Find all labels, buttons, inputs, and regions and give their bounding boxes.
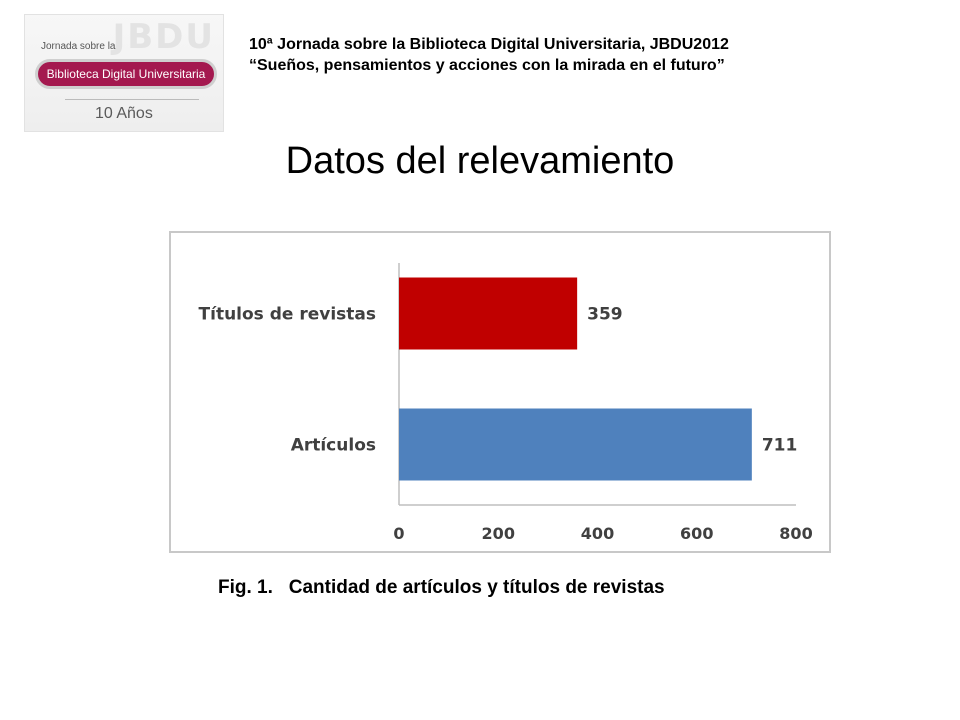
- event-header: 10ª Jornada sobre la Biblioteca Digital …: [249, 34, 729, 76]
- x-tick-label-4: 600: [680, 524, 713, 543]
- header-line-2: “Sueños, pensamientos y acciones con la …: [249, 57, 725, 74]
- data-label-1: 359: [587, 305, 623, 325]
- category-label-2: Artículos: [291, 436, 376, 456]
- x-tick-label-5: 800: [779, 524, 812, 543]
- chart-frame: Títulos de revistas 359 Artículos 711 0 200 40…: [169, 231, 831, 553]
- x-tick-label-1: 0: [393, 524, 404, 543]
- slide-title: Datos del relevamiento: [285, 140, 675, 182]
- logo-top-text: Jornada sobre la: [41, 41, 116, 52]
- figure-caption: Fig. 1. Cantidad de artículos y títulos …: [218, 577, 665, 598]
- logo-divider: [65, 99, 199, 100]
- x-tick-label-3: 400: [581, 524, 614, 543]
- header-line-1: 10ª Jornada sobre la Biblioteca Digital …: [249, 36, 729, 53]
- bar-1: [399, 277, 578, 350]
- x-tick-label-2: 200: [482, 524, 515, 543]
- event-logo: JBDU Jornada sobre la Biblioteca Digital…: [24, 14, 224, 132]
- data-label-2: 711: [762, 436, 798, 456]
- logo-pill: Biblioteca Digital Universitaria: [35, 59, 217, 89]
- bar-2: [399, 408, 752, 481]
- bar-chart: Títulos de revistas 359 Artículos 711 0 200 40…: [199, 263, 813, 543]
- category-label-1: Títulos de revistas: [199, 305, 376, 325]
- logo-pill-text: Biblioteca Digital Universitaria: [46, 67, 206, 81]
- logo-years-text: 10 Años: [95, 105, 153, 122]
- logo-watermark: JBDU: [112, 17, 215, 57]
